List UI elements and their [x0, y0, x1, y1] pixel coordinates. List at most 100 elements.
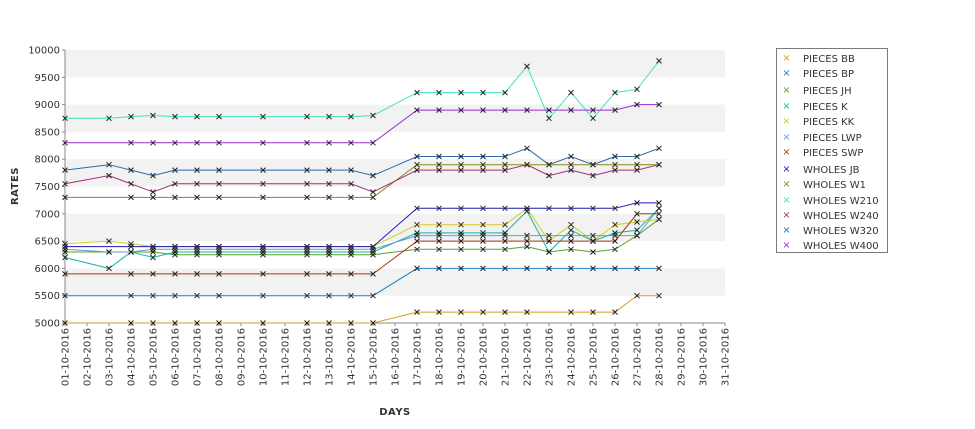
data-point-wholes-w400	[172, 139, 178, 146]
data-point-pieces-kk	[656, 216, 662, 223]
data-point-pieces-lwp	[414, 232, 420, 239]
x-axis-label: DAYS	[379, 407, 411, 418]
legend-label: WHOLES W320	[803, 225, 879, 237]
data-point-pieces-swp	[524, 238, 530, 244]
data-point-wholes-w210	[150, 112, 156, 119]
data-point-wholes-w240	[128, 180, 134, 187]
data-point-wholes-w1	[568, 161, 574, 168]
data-point-wholes-jb	[480, 205, 486, 212]
data-point-pieces-bb	[612, 309, 618, 315]
data-point-wholes-w320	[546, 161, 552, 168]
legend-item-wholes-w320: × WHOLES W320	[780, 224, 879, 238]
data-point-pieces-bp	[326, 292, 332, 299]
legend-label: PIECES LWP	[803, 132, 862, 144]
data-point-pieces-bp	[216, 292, 222, 299]
data-point-pieces-bp	[546, 265, 552, 272]
data-point-pieces-swp	[194, 271, 200, 277]
legend-marker-icon: ×	[782, 101, 791, 112]
data-point-wholes-w400	[524, 107, 530, 113]
data-point-pieces-bp	[260, 292, 266, 299]
data-point-pieces-k	[62, 254, 68, 261]
data-point-wholes-w210	[348, 113, 354, 120]
data-point-wholes-w1	[216, 194, 222, 201]
data-point-pieces-bp	[172, 292, 178, 299]
x-tick-label: 06-10-2016	[171, 328, 182, 386]
x-tick-label: 22-10-2016	[523, 328, 534, 386]
x-tick-label: 04-10-2016	[127, 328, 138, 386]
x-tick-label: 11-10-2016	[281, 328, 292, 386]
data-point-wholes-w400	[304, 139, 310, 146]
data-point-wholes-w1	[194, 194, 200, 201]
data-point-wholes-w1	[260, 194, 266, 201]
legend-marker-icon: ×	[782, 179, 791, 190]
data-point-pieces-kk	[436, 221, 442, 228]
legend-label: WHOLES W210	[803, 195, 879, 207]
data-point-wholes-w1	[304, 194, 310, 201]
data-point-wholes-w400	[436, 107, 442, 113]
data-point-wholes-jb	[502, 205, 508, 212]
data-point-wholes-w1	[458, 161, 464, 168]
data-point-wholes-w320	[524, 145, 530, 152]
data-point-pieces-bp	[348, 292, 354, 299]
data-point-pieces-bp	[612, 265, 618, 272]
data-point-pieces-bp	[62, 292, 68, 299]
data-point-wholes-w1	[128, 194, 134, 201]
data-point-pieces-bb	[414, 309, 420, 315]
data-point-pieces-kk	[106, 238, 112, 244]
data-point-pieces-jh	[612, 246, 618, 253]
data-point-wholes-w1	[436, 161, 442, 168]
data-point-pieces-swp	[62, 271, 68, 277]
data-point-wholes-jb	[128, 243, 134, 250]
data-point-wholes-w320	[194, 167, 200, 173]
data-point-wholes-w240	[304, 180, 310, 187]
series-line-pieces-bb	[65, 295, 659, 324]
series-line-wholes-w320	[64, 147, 660, 177]
data-point-wholes-w210	[436, 89, 442, 96]
x-tick-label: 07-10-2016	[193, 328, 204, 386]
data-point-pieces-jh	[524, 243, 530, 250]
data-point-pieces-kk	[502, 221, 508, 228]
data-point-pieces-bb	[524, 309, 530, 315]
data-point-wholes-jb	[260, 243, 266, 250]
data-point-pieces-bp	[568, 265, 574, 272]
data-point-wholes-jb	[590, 205, 596, 212]
data-point-wholes-w400	[634, 101, 640, 108]
x-tick-label: 28-10-2016	[655, 328, 666, 386]
data-point-wholes-jb	[216, 243, 222, 250]
data-point-pieces-bp	[414, 265, 420, 272]
data-point-wholes-w210	[216, 113, 222, 120]
data-point-pieces-kk	[612, 221, 618, 228]
data-point-wholes-w210	[634, 86, 640, 93]
data-point-wholes-w240	[194, 180, 200, 187]
data-point-wholes-w320	[458, 153, 464, 160]
legend-marker-icon: ×	[782, 240, 791, 251]
data-point-pieces-lwp	[106, 249, 112, 255]
data-point-pieces-kk	[568, 221, 574, 228]
data-point-pieces-lwp	[436, 232, 442, 239]
data-point-pieces-bp	[436, 265, 442, 272]
x-tick-label: 25-10-2016	[589, 328, 600, 386]
x-tick-label: 16-10-2016	[391, 328, 402, 386]
data-point-wholes-w1	[414, 161, 420, 168]
data-point-wholes-jb	[326, 243, 332, 250]
y-tick-label: 7000	[35, 209, 60, 220]
data-point-pieces-swp	[326, 271, 332, 277]
data-point-wholes-w210	[524, 63, 530, 70]
data-point-pieces-swp	[216, 271, 222, 277]
data-point-pieces-bb	[62, 320, 68, 326]
data-point-pieces-jh	[458, 246, 464, 253]
data-point-wholes-w210	[194, 113, 200, 120]
x-tick-label: 31-10-2016	[721, 328, 732, 386]
data-point-pieces-bb	[458, 309, 464, 315]
data-point-pieces-bp	[656, 265, 662, 272]
legend-item-pieces-bp: × PIECES BP	[780, 67, 854, 81]
y-tick-label: 9000	[35, 100, 60, 111]
data-point-wholes-w240	[172, 180, 178, 187]
data-point-wholes-w240	[480, 167, 486, 173]
data-point-wholes-jb	[150, 243, 156, 250]
data-point-wholes-w210	[414, 89, 420, 96]
data-point-pieces-swp	[634, 210, 640, 217]
data-point-pieces-k	[568, 227, 574, 234]
x-tick-label: 10-10-2016	[259, 328, 270, 386]
legend-item-pieces-jh: × PIECES JH	[780, 84, 851, 98]
